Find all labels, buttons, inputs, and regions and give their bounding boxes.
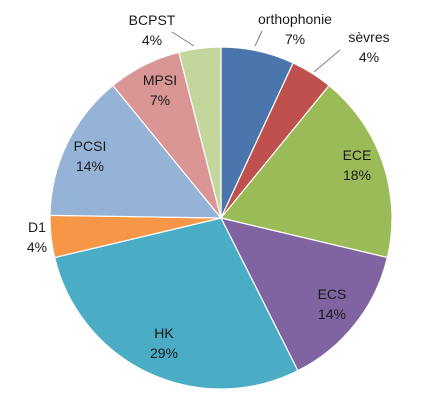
pie-label-orthophonie: orthophonie 7% <box>258 11 332 47</box>
pie-label-name: sèvres <box>348 29 389 45</box>
pie-label-name: ECE <box>343 147 372 163</box>
pie-label-d1: D14% <box>27 219 47 255</box>
pie-label-bcpst: BCPST 4% <box>129 12 176 48</box>
pie-label-mpsi: MPSI 7% <box>143 72 177 108</box>
pie-label-name: PCSI <box>74 138 107 154</box>
pie-label-percent: 4% <box>142 32 162 48</box>
leader-line-bcpst <box>171 31 195 47</box>
pie-label-name: orthophonie <box>258 11 332 27</box>
pie-label-percent: 7% <box>285 31 305 47</box>
pie-label-percent: 4% <box>27 239 47 255</box>
pie-slice-pcsi <box>49 84 223 219</box>
labels-layer: orthophonie 7% sèvres 4% ECE 18% ECS 14% HK 29% D1… <box>27 11 390 361</box>
pie-slice-bcpst <box>178 46 222 219</box>
pie-label-s-vres: sèvres 4% <box>348 29 389 65</box>
pie-slice-ecs <box>219 217 389 372</box>
pie-slice-hk <box>53 217 299 390</box>
pie-label-name: HK <box>154 325 174 341</box>
pie-label-hk: HK 29% <box>150 325 178 361</box>
pie-slice-ece <box>219 84 393 259</box>
pie-label-ece: ECE 18% <box>343 147 372 183</box>
pie-label-percent: 29% <box>150 345 178 361</box>
pie-label-name: BCPST <box>129 12 176 28</box>
leader-line-orthophonie <box>254 30 263 47</box>
slices-layer <box>49 46 393 390</box>
pie-label-percent: 14% <box>76 158 104 174</box>
pie-label-ecs: ECS 14% <box>318 286 347 322</box>
pie-label-pcsi: PCSI 14% <box>74 138 107 174</box>
pie-label-percent: 4% <box>359 49 379 65</box>
pie-label-percent: 18% <box>343 167 371 183</box>
pie-label-percent: 14% <box>318 306 346 322</box>
pie-label-name: MPSI <box>143 72 177 88</box>
pie-label-percent: 7% <box>150 92 170 108</box>
pie-label-name: D1 <box>28 219 46 235</box>
leader-line-sevres <box>313 49 341 73</box>
pie-label-name: ECS <box>318 286 347 302</box>
